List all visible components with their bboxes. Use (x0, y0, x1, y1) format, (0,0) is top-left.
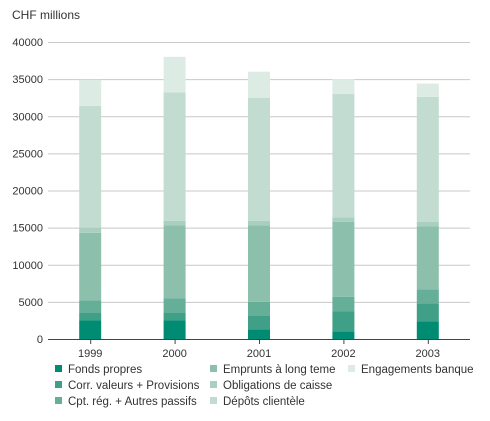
y-tick-label: 20000 (12, 186, 43, 198)
bar-segment (79, 227, 102, 233)
y-tick-label: 30000 (12, 111, 43, 123)
bar-segment (163, 225, 186, 299)
bar-segment (248, 220, 270, 226)
bar-segment (163, 298, 186, 314)
bar-segment (79, 232, 102, 301)
bar-segment (248, 315, 270, 330)
x-axis-ticks: 1999 2000 2001 2002 2003 (78, 339, 440, 360)
bar-segment (416, 226, 439, 290)
bar-segment (163, 56, 186, 93)
x-tick-label: 2001 (247, 348, 271, 360)
y-tick-label: 40000 (12, 37, 43, 49)
bar-stack-1999 (79, 79, 102, 339)
bar-segment (332, 217, 355, 222)
bar-segment (332, 93, 355, 218)
bar-segment (163, 320, 186, 339)
bar-segment (79, 105, 102, 228)
bar-segment (332, 296, 355, 312)
bar-segment (332, 331, 355, 339)
y-tick-label: 0 (37, 334, 43, 346)
y-tick-label: 10000 (12, 260, 43, 272)
bar-segment (332, 79, 355, 94)
bar-segment (416, 221, 439, 227)
x-tick-label: 2003 (416, 348, 440, 360)
bar-stack-2003 (416, 83, 439, 339)
y-tick-label: 15000 (12, 223, 43, 235)
x-tick-label: 2002 (331, 348, 355, 360)
bar-segment (416, 83, 439, 97)
bar-segment (248, 301, 270, 316)
y-tick-label: 5000 (19, 297, 43, 309)
x-tick-label: 1999 (78, 348, 102, 360)
x-tick-label: 2000 (162, 348, 186, 360)
y-axis-ticks: 0 5000 10000 15000 20000 25000 30000 35000 40000 (12, 37, 43, 346)
bar-segment (416, 321, 439, 339)
y-tick-label: 35000 (12, 74, 43, 86)
bar-segment (416, 96, 439, 222)
bar-segment (248, 225, 270, 302)
y-tick-label: 25000 (12, 148, 43, 160)
bar-segment (248, 97, 270, 221)
bars (79, 56, 439, 339)
bar-segment (248, 71, 270, 98)
bar-segment (332, 221, 355, 297)
y-axis-label: CHF millions (12, 8, 81, 22)
bar-segment (332, 311, 355, 332)
bar-segment (163, 220, 186, 226)
bar-segment (79, 313, 102, 321)
bar-stack-2002 (332, 79, 355, 339)
bar-segment (248, 329, 270, 339)
bar-segment (79, 300, 102, 314)
bar-segment (79, 320, 102, 339)
bar-segment (416, 289, 439, 304)
bar-segment (163, 313, 186, 321)
bar-segment (79, 79, 102, 106)
bar-stack-2000 (163, 56, 186, 339)
bar-segment (163, 92, 186, 221)
bar-segment (416, 303, 439, 322)
bar-stack-2001 (248, 71, 270, 339)
